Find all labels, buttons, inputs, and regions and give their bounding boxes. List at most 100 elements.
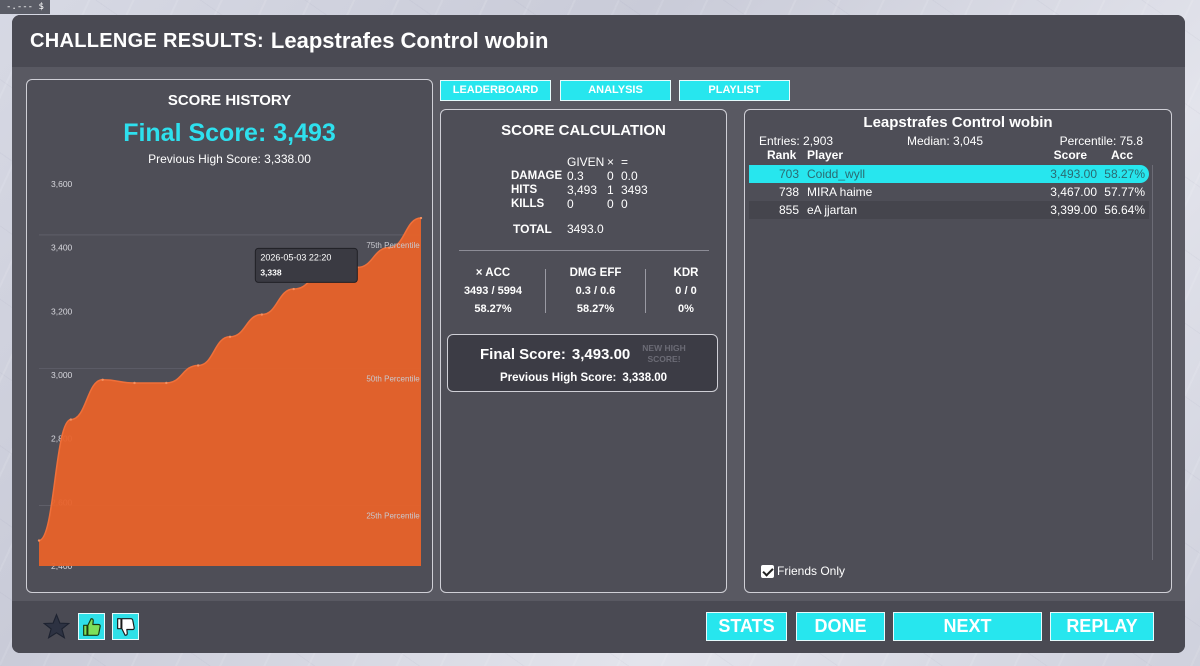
final-score-large: Final Score: 3,493 — [123, 119, 336, 147]
percentile-label: 50th Percentile — [366, 375, 420, 384]
tooltip-value: 3,338 — [260, 267, 282, 277]
stat-line2: 58.27% — [474, 303, 512, 315]
y-tick-label: 3,400 — [51, 243, 73, 253]
calc-mult: 0 — [607, 169, 614, 183]
done-button[interactable]: DONE — [796, 612, 885, 641]
y-tick-label: 3,200 — [51, 306, 73, 316]
score-point — [101, 378, 104, 381]
row-acc: 58.27% — [1104, 167, 1145, 181]
row-acc: 56.64% — [1104, 203, 1145, 217]
row-score: 3,399.00 — [1050, 203, 1097, 217]
friends-only-toggle[interactable]: Friends Only — [761, 564, 845, 578]
calc-given: 0.3 — [567, 169, 584, 183]
y-tick-label: 3,600 — [51, 180, 73, 189]
star-icon — [43, 613, 70, 640]
final-score-label: Final Score: — [480, 346, 566, 363]
calc-given: 3,493 — [567, 183, 598, 197]
stat-line1: 3493 / 5994 — [463, 285, 523, 297]
leaderboard-row[interactable]: 738 MIRA haime 3,467.00 57.77% — [749, 183, 1149, 201]
thumbs-down-icon — [116, 617, 135, 636]
title-prefix: CHALLENGE RESULTS: — [30, 29, 264, 52]
leaderboard-row-current[interactable]: 703 Coidd_wyll 3,493.00 58.27% — [749, 165, 1149, 183]
row-rank: 855 — [778, 203, 799, 217]
leaderboard-median: Median: 3,045 — [907, 134, 984, 148]
bottom-bar: STATS DONE NEXT REPLAY — [12, 601, 1185, 653]
leaderboard-panel: Leapstrafes Control wobin Entries: 2,903… — [744, 109, 1172, 593]
calc-given: 0 — [567, 197, 574, 211]
leaderboard-scrollbar[interactable] — [1152, 165, 1153, 560]
calc-result: 0 — [621, 197, 628, 211]
calc-row-kills: KILLS 0 0 0 — [511, 197, 661, 211]
stat-dmg-eff: DMG EFF 0.3 / 0.6 58.27% — [546, 267, 645, 321]
row-player: Coidd_wyll — [807, 167, 866, 181]
score-point — [37, 539, 41, 542]
challenge-name: Leapstrafes Control wobin — [270, 28, 549, 53]
score-point — [228, 335, 232, 338]
column-rank: Rank — [767, 148, 797, 162]
next-button[interactable]: NEXT — [893, 612, 1042, 641]
challenge-results-window: CHALLENGE RESULTS: Leapstrafes Control w… — [12, 15, 1185, 653]
tab-analysis[interactable]: ANALYSIS — [560, 80, 671, 101]
chart-tooltip — [254, 247, 358, 283]
tab-playlist[interactable]: PLAYLIST — [679, 80, 790, 101]
calc-table: GIVEN × = DAMAGE 0.3 0 0.0 HITS 3,493 1 … — [511, 155, 661, 211]
stat-header: DMG EFF — [569, 267, 622, 279]
previous-high-line: Previous High Score: 3,338.00 — [500, 372, 667, 384]
system-badge: -.--- $ — [0, 0, 50, 14]
score-area — [39, 218, 421, 566]
title-bar: CHALLENGE RESULTS: Leapstrafes Control w… — [12, 15, 1185, 67]
new-high-score-badge: NEW HIGH SCORE! — [642, 343, 686, 364]
calc-stats: × ACC 3493 / 5994 58.27% DMG EFF 0.3 / 0… — [441, 267, 728, 321]
score-point — [133, 381, 136, 385]
score-point — [165, 381, 168, 385]
calc-divider — [459, 250, 709, 251]
final-score-line: Final Score: 3,493.00 — [480, 346, 630, 363]
final-score-box: Final Score: 3,493.00 Previous High Score… — [447, 334, 718, 392]
calc-row-hits: HITS 3,493 1 3493 — [511, 183, 661, 197]
calc-label: KILLS — [511, 198, 545, 210]
leaderboard-row[interactable]: 855 eA jjartan 3,399.00 56.64% — [749, 201, 1149, 219]
row-score: 3,467.00 — [1050, 185, 1097, 199]
stat-separator — [545, 269, 546, 313]
calc-label: DAMAGE — [511, 170, 563, 182]
total-label: TOTAL — [513, 222, 552, 236]
score-point — [260, 313, 264, 316]
friends-only-checkbox[interactable] — [761, 564, 774, 578]
tooltip-date: 2026-05-03 22:20 — [260, 252, 331, 262]
leaderboard-entries: Entries: 2,903 — [759, 134, 834, 148]
calc-row-damage: DAMAGE 0.3 0 0.0 — [511, 169, 661, 183]
leaderboard-list: 703 Coidd_wyll 3,493.00 58.27% 738 MIRA … — [749, 165, 1149, 219]
row-score: 3,493.00 — [1050, 167, 1097, 181]
calc-total-row: TOTAL 3493.0 — [513, 222, 604, 236]
calc-header-given: GIVEN — [567, 155, 605, 169]
calc-header-times: × — [607, 155, 615, 169]
tab-leaderboard[interactable]: LEADERBOARD — [440, 80, 551, 101]
calc-mult: 0 — [607, 197, 614, 211]
leaderboard-title: Leapstrafes Control wobin — [863, 114, 1053, 131]
row-player: eA jjartan — [807, 203, 858, 217]
calc-label: HITS — [511, 184, 538, 196]
replay-button[interactable]: REPLAY — [1050, 612, 1154, 641]
score-point — [292, 287, 295, 291]
favorite-button[interactable] — [43, 613, 70, 640]
percentile-label: 25th Percentile — [366, 512, 420, 521]
score-history-chart[interactable]: 3,6003,4003,2003,0002,8002,6002,40075th … — [27, 180, 434, 590]
score-history-heading: SCORE HISTORY — [167, 92, 292, 109]
final-score-value: 3,493.00 — [571, 346, 631, 363]
column-player: Player — [807, 148, 844, 162]
leaderboard-percentile: Percentile: 75.8 — [1059, 134, 1143, 148]
calc-result: 3493 — [621, 183, 648, 197]
calc-header-row: GIVEN × = — [511, 155, 661, 169]
dislike-button[interactable] — [112, 613, 139, 640]
stat-separator — [645, 269, 646, 313]
like-button[interactable] — [78, 613, 105, 640]
stats-button[interactable]: STATS — [706, 612, 787, 641]
row-rank: 738 — [778, 185, 799, 199]
stat-line1: 0.3 / 0.6 — [575, 285, 616, 297]
score-calculation-heading: SCORE CALCULATION — [501, 122, 666, 139]
friends-only-label: Friends Only — [777, 564, 846, 578]
previous-high-label: Previous High Score: — [500, 372, 617, 384]
score-history-svg: 3,6003,4003,2003,0002,8002,6002,40075th … — [37, 180, 423, 571]
calc-mult: 1 — [607, 183, 614, 197]
row-rank: 703 — [778, 167, 799, 181]
